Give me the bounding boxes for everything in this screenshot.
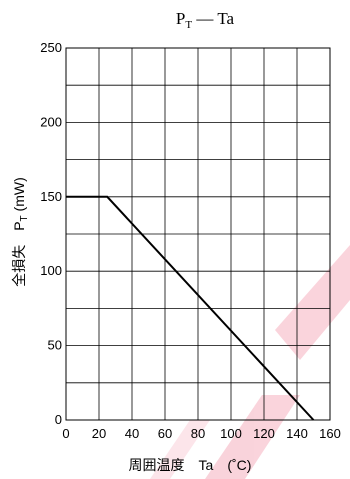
x-tick-label: 20 <box>92 426 106 441</box>
y-tick-label: 100 <box>40 263 62 278</box>
chart-title: PT — Ta <box>176 9 235 31</box>
x-tick-labels: 0 20 40 60 80 100 120 140 160 <box>62 426 340 441</box>
x-tick-label: 120 <box>253 426 275 441</box>
x-tick-label: 0 <box>62 426 69 441</box>
x-tick-label: 140 <box>286 426 308 441</box>
y-axis-label: 全損失 PT (mW) <box>11 177 30 287</box>
y-tick-label: 0 <box>55 412 62 427</box>
y-tick-labels: 0 50 100 150 200 250 <box>40 40 62 427</box>
x-tick-label: 60 <box>158 426 172 441</box>
y-tick-label: 250 <box>40 40 62 55</box>
plot-frame <box>65 47 331 421</box>
x-tick-label: 160 <box>319 426 341 441</box>
series-line <box>66 195 315 421</box>
x-tick-label: 100 <box>220 426 242 441</box>
x-tick-label: 80 <box>191 426 205 441</box>
y-tick-label: 50 <box>48 338 62 353</box>
y-tick-label: 150 <box>40 189 62 204</box>
x-axis-label: 周囲温度 Ta (˚C) <box>129 457 252 473</box>
x-tick-label: 40 <box>125 426 139 441</box>
y-tick-label: 200 <box>40 114 62 129</box>
grid <box>66 48 330 420</box>
